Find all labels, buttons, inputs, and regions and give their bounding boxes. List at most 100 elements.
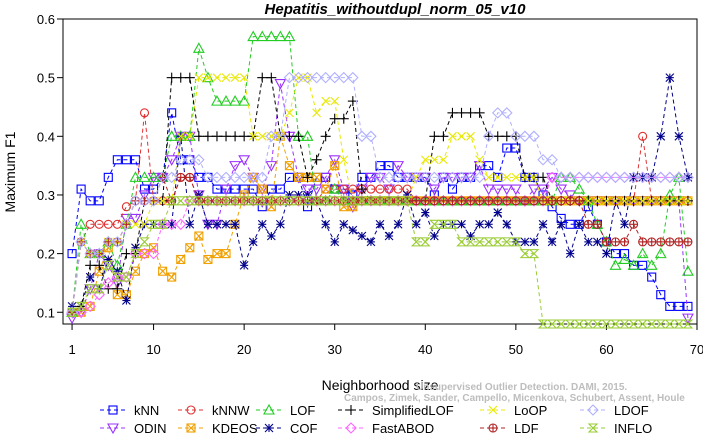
data-point-loop bbox=[629, 196, 638, 206]
data-point-loop bbox=[674, 196, 684, 206]
data-point-cof bbox=[602, 249, 611, 259]
data-point-ldof bbox=[174, 153, 187, 166]
data-point-loop bbox=[656, 196, 666, 206]
data-point-simplifiedlof bbox=[329, 113, 340, 124]
y-axis: 0.1 0.2 0.3 0.4 0.5 0.6 bbox=[37, 12, 63, 320]
legend-label: LDOF bbox=[614, 403, 649, 418]
data-point-knn bbox=[638, 260, 648, 270]
data-point-inflo bbox=[456, 237, 467, 247]
data-point-simplifiedlof bbox=[85, 260, 96, 271]
y-tick-label: 0.3 bbox=[37, 188, 55, 203]
data-point-inflo bbox=[311, 196, 322, 206]
data-point-simplifiedlof bbox=[112, 283, 123, 294]
data-point-ldof bbox=[464, 171, 477, 184]
data-point-odin bbox=[220, 184, 232, 196]
data-point-ldf bbox=[656, 237, 666, 247]
data-point-knn bbox=[67, 249, 77, 259]
data-point-lof bbox=[328, 182, 341, 194]
data-point-inflo bbox=[112, 272, 123, 282]
data-point-odin bbox=[482, 184, 495, 196]
legend-label: LoOP bbox=[514, 403, 547, 418]
data-point-cof bbox=[221, 219, 231, 229]
data-point-kdeos bbox=[330, 161, 340, 171]
credit-line-2: Campos, Zimek, Sander, Campello, Micenko… bbox=[344, 393, 685, 404]
data-point-knnw bbox=[375, 184, 385, 194]
data-point-lof bbox=[192, 42, 205, 53]
data-point-ldof bbox=[229, 171, 241, 184]
data-point-inflo bbox=[510, 237, 522, 247]
data-point-knn bbox=[683, 301, 693, 311]
data-point-cof bbox=[230, 219, 240, 229]
data-point-loop bbox=[602, 196, 611, 206]
data-point-knnw bbox=[94, 219, 104, 229]
legend-item-inflo: INFLO bbox=[580, 421, 652, 434]
data-point-ldf bbox=[619, 237, 630, 247]
legend-label: LOF bbox=[290, 403, 315, 418]
data-point-cof bbox=[429, 231, 439, 241]
data-point-cof bbox=[475, 219, 485, 229]
data-point-ldof bbox=[519, 130, 531, 143]
data-point-inflo bbox=[265, 196, 277, 206]
data-point-odin bbox=[401, 172, 414, 184]
data-point-knn bbox=[565, 219, 575, 229]
data-point-inflo bbox=[374, 196, 386, 206]
series-ldof bbox=[66, 71, 694, 319]
data-point-lof bbox=[75, 218, 88, 229]
data-point-loop bbox=[330, 96, 340, 106]
series-line-fastabod bbox=[72, 176, 688, 313]
data-point-ldof bbox=[301, 71, 314, 84]
series-line-knnw bbox=[71, 112, 688, 313]
data-point-loop bbox=[611, 196, 620, 206]
y-tick-label: 0.4 bbox=[37, 129, 55, 144]
y-tick-label: 0.1 bbox=[37, 305, 55, 320]
data-point-inflo bbox=[75, 301, 87, 311]
data-point-cof bbox=[248, 237, 258, 247]
data-point-knn bbox=[103, 172, 113, 182]
data-point-simplifiedlof bbox=[474, 107, 485, 118]
data-point-inflo bbox=[474, 237, 485, 247]
data-point-inflo bbox=[447, 219, 458, 229]
data-point-ldf bbox=[429, 196, 439, 206]
data-point-knnw bbox=[121, 202, 131, 212]
data-point-odin bbox=[537, 184, 549, 196]
data-point-cof bbox=[457, 219, 466, 229]
data-point-inflo bbox=[157, 219, 168, 229]
legend-marker bbox=[346, 405, 356, 415]
data-point-kdeos bbox=[185, 243, 195, 253]
data-point-odin bbox=[120, 213, 133, 225]
data-point-odin bbox=[229, 161, 242, 172]
data-point-cof bbox=[484, 219, 494, 229]
data-point-inflo bbox=[410, 237, 422, 247]
data-point-simplifiedlof bbox=[266, 72, 277, 83]
legend: kNN ODIN kNNW KDEOS LOF COF SimplifiedLOF FastA… bbox=[100, 403, 652, 434]
data-point-lof bbox=[165, 130, 178, 141]
data-point-ldf bbox=[674, 237, 684, 247]
data-point-inflo bbox=[628, 319, 639, 329]
data-point-cof bbox=[348, 225, 358, 235]
data-point-knn bbox=[502, 143, 512, 153]
data-point-simplifiedlof bbox=[166, 72, 177, 83]
data-point-cof bbox=[212, 219, 222, 229]
data-point-knnw bbox=[139, 108, 150, 118]
data-point-ldof bbox=[664, 171, 676, 184]
legend-marker bbox=[186, 423, 196, 433]
data-point-ldf bbox=[438, 196, 448, 206]
data-point-ldf bbox=[538, 196, 548, 206]
data-point-lof bbox=[618, 253, 631, 265]
data-point-loop bbox=[620, 196, 629, 206]
data-point-odin bbox=[265, 161, 278, 172]
data-point-lof bbox=[609, 259, 622, 270]
data-point-knn bbox=[85, 196, 95, 206]
data-point-knn bbox=[266, 184, 276, 194]
data-point-ldf bbox=[547, 196, 557, 206]
data-point-ldof bbox=[528, 130, 540, 143]
data-point-inflo bbox=[284, 196, 295, 206]
series-knn bbox=[67, 108, 693, 311]
data-point-knn bbox=[484, 161, 494, 171]
legend-item-ldf: LDF bbox=[480, 421, 539, 434]
data-point-loop bbox=[493, 172, 503, 182]
data-point-loop bbox=[457, 131, 466, 141]
data-point-knn bbox=[665, 301, 675, 311]
data-point-ldof bbox=[265, 130, 278, 143]
